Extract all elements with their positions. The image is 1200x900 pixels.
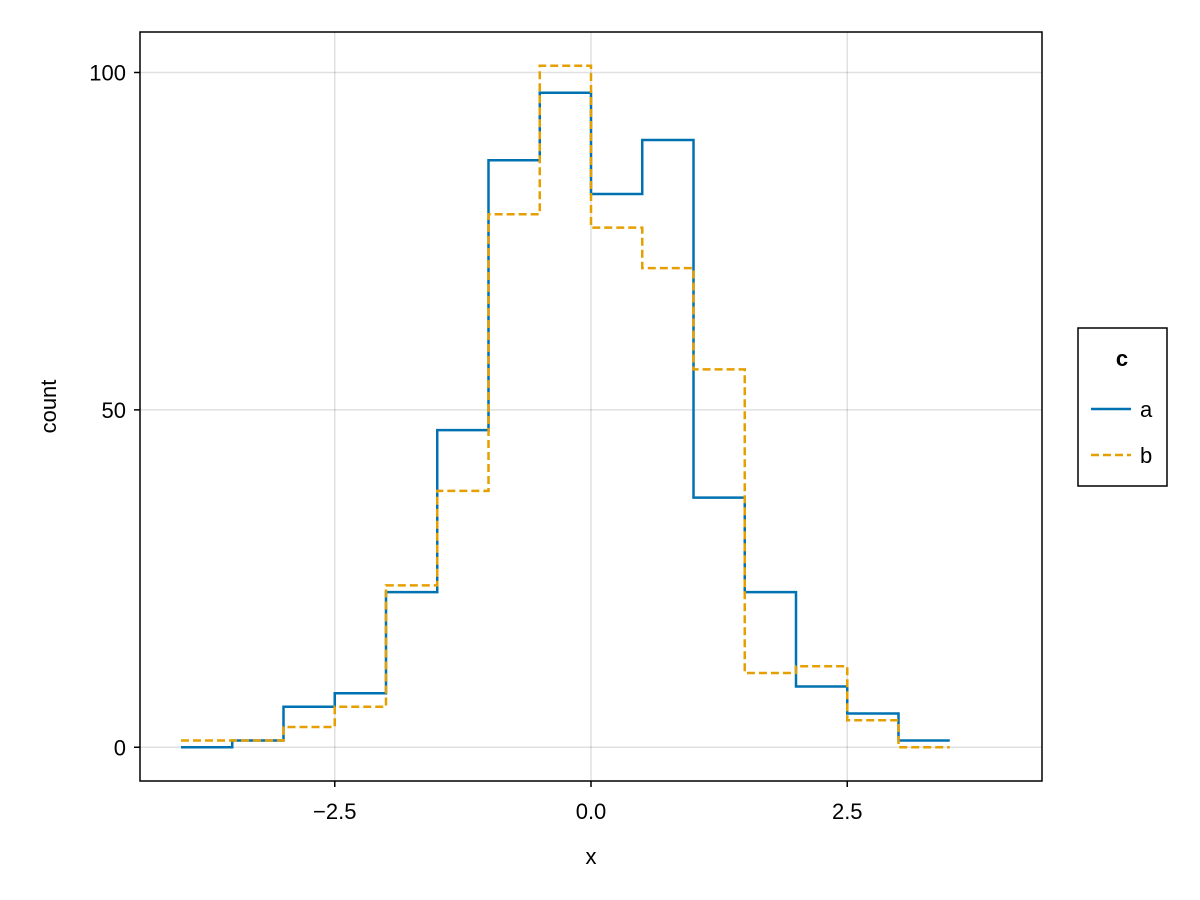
legend: c ab xyxy=(1077,327,1168,487)
y-tick-label: 0 xyxy=(114,735,126,760)
legend-label-a: a xyxy=(1140,397,1153,422)
legend-label-b: b xyxy=(1140,443,1152,468)
series-a-line xyxy=(181,91,950,749)
legend-box xyxy=(1077,327,1168,487)
x-tick-label: −2.5 xyxy=(313,799,356,824)
y-tick-label: 100 xyxy=(89,60,126,85)
series-b-line xyxy=(181,64,950,749)
y-axis-label: count xyxy=(36,380,61,434)
legend-title: c xyxy=(1116,346,1128,371)
x-axis-label: x xyxy=(586,844,597,869)
series-layer xyxy=(181,64,950,749)
axis-ticks: −2.5 0.0 2.5 0 50 100 xyxy=(89,60,862,824)
y-tick-label: 50 xyxy=(102,398,126,423)
x-tick-label: 2.5 xyxy=(832,799,863,824)
x-tick-label: 0.0 xyxy=(576,799,607,824)
